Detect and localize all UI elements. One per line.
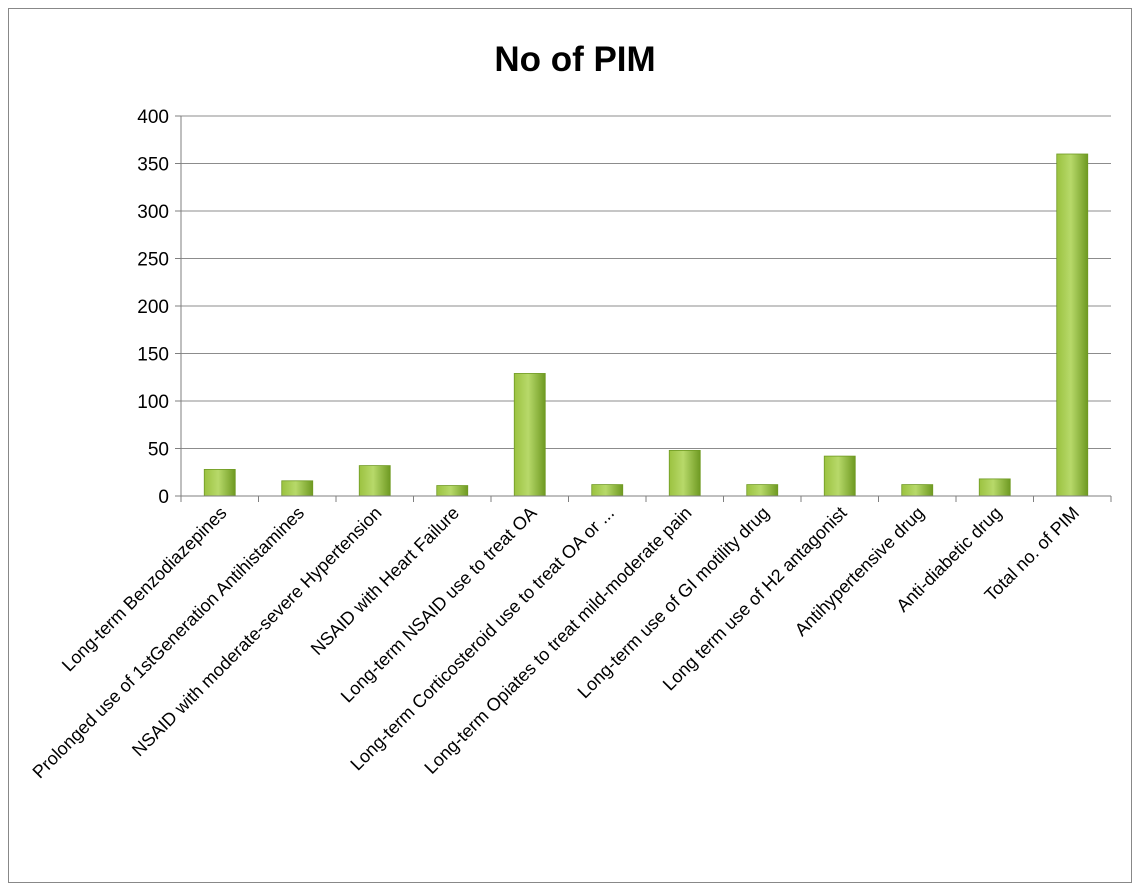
bar bbox=[436, 485, 469, 497]
y-tick-label: 300 bbox=[137, 202, 169, 223]
bar bbox=[746, 484, 779, 497]
y-tick-label: 150 bbox=[137, 345, 169, 366]
bar bbox=[668, 449, 701, 497]
bar-series bbox=[203, 153, 1089, 497]
x-category-label: Prolonged use of 1stGeneration Antihista… bbox=[29, 503, 308, 782]
chart-frame: No of PIM 0 50 100 150 200 250 300 350 400 Long-… bbox=[8, 8, 1132, 883]
chart-svg: No of PIM 0 50 100 150 200 250 300 350 400 Long-… bbox=[29, 40, 1112, 782]
x-category-label: Antihypertensive drug bbox=[791, 503, 928, 640]
y-tick-label: 200 bbox=[137, 297, 169, 318]
chart-title: No of PIM bbox=[494, 40, 655, 79]
y-axis-ticks: 0 50 100 150 200 250 300 350 400 bbox=[137, 107, 169, 508]
bar bbox=[281, 480, 314, 497]
bar bbox=[823, 455, 856, 497]
bar bbox=[591, 484, 624, 497]
bar bbox=[901, 484, 934, 497]
bar bbox=[203, 468, 236, 497]
x-category-label: Long-term Corticosteroid use to treat OA… bbox=[346, 503, 618, 775]
bar bbox=[978, 478, 1011, 497]
y-tick-label: 0 bbox=[158, 487, 169, 508]
y-tick-label: 50 bbox=[148, 440, 169, 461]
bar bbox=[513, 373, 546, 497]
x-category-label: NSAID with Heart Failure bbox=[307, 503, 463, 659]
y-tick-label: 100 bbox=[137, 392, 169, 413]
y-tick-label: 350 bbox=[137, 155, 169, 176]
bar bbox=[358, 465, 391, 497]
x-category-label: Long-term Benzodiazepines bbox=[58, 503, 231, 676]
grid-lines bbox=[181, 115, 1111, 449]
bar bbox=[1056, 153, 1089, 497]
x-category-label: Long-term Opiates to treat mild-moderate… bbox=[420, 503, 695, 778]
axes bbox=[175, 115, 1112, 502]
y-tick-label: 250 bbox=[137, 250, 169, 271]
y-tick-label: 400 bbox=[137, 107, 169, 128]
